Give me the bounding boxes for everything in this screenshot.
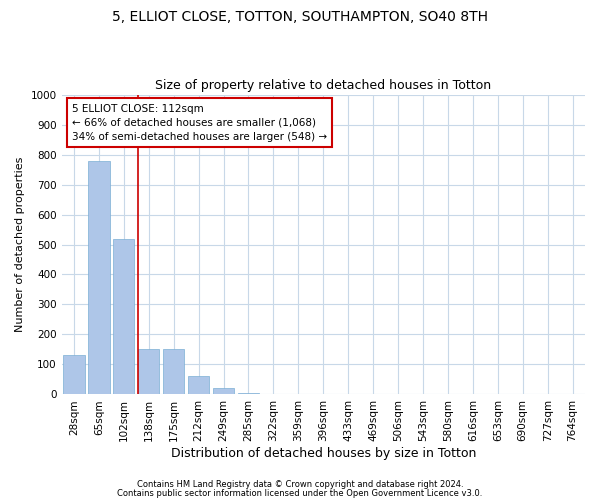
Title: Size of property relative to detached houses in Totton: Size of property relative to detached ho… bbox=[155, 79, 491, 92]
Y-axis label: Number of detached properties: Number of detached properties bbox=[15, 157, 25, 332]
Text: 5 ELLIOT CLOSE: 112sqm
← 66% of detached houses are smaller (1,068)
34% of semi-: 5 ELLIOT CLOSE: 112sqm ← 66% of detached… bbox=[72, 104, 327, 142]
Bar bbox=[238, 393, 259, 394]
Bar bbox=[138, 350, 160, 395]
Bar bbox=[113, 238, 134, 394]
Bar bbox=[213, 388, 234, 394]
X-axis label: Distribution of detached houses by size in Totton: Distribution of detached houses by size … bbox=[170, 447, 476, 460]
Bar bbox=[163, 350, 184, 395]
Text: 5, ELLIOT CLOSE, TOTTON, SOUTHAMPTON, SO40 8TH: 5, ELLIOT CLOSE, TOTTON, SOUTHAMPTON, SO… bbox=[112, 10, 488, 24]
Bar bbox=[88, 160, 110, 394]
Bar bbox=[188, 376, 209, 394]
Text: Contains HM Land Registry data © Crown copyright and database right 2024.: Contains HM Land Registry data © Crown c… bbox=[137, 480, 463, 489]
Text: Contains public sector information licensed under the Open Government Licence v3: Contains public sector information licen… bbox=[118, 489, 482, 498]
Bar bbox=[64, 356, 85, 395]
